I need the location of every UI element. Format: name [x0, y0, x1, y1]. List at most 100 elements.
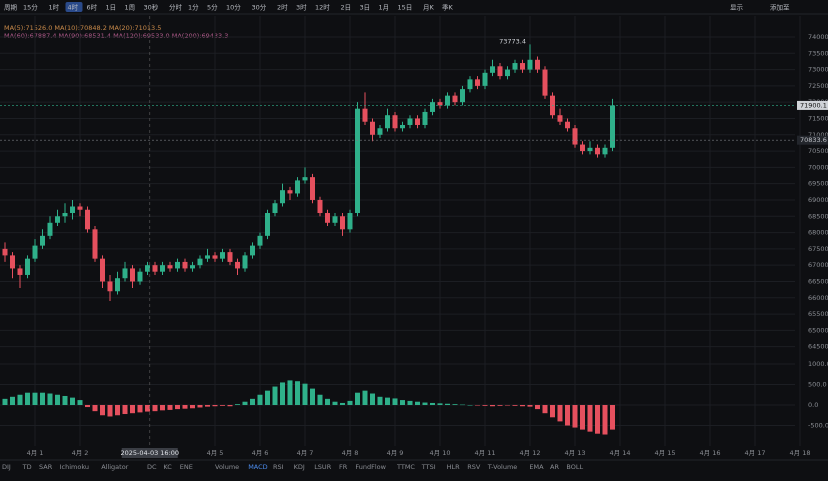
candle-body [212, 255, 218, 259]
interval-tab[interactable]: 周期 [4, 4, 18, 12]
interval-tab[interactable]: 3时 [296, 3, 307, 12]
macd-bar [520, 405, 525, 407]
interval-tab[interactable]: 1周 [125, 4, 136, 12]
indicator-tab[interactable]: KDJ [294, 463, 305, 471]
macd-bar [242, 401, 248, 405]
interval-tab[interactable]: 30分 [252, 3, 267, 12]
x-tick-label: 4月 7 [297, 449, 314, 457]
interval-tab[interactable]: 4时 [68, 3, 79, 12]
indicator-tab[interactable]: DC [147, 463, 157, 471]
indicator-tab[interactable]: TTMC [396, 463, 415, 471]
interval-tab[interactable]: 12时 [315, 3, 330, 12]
ma-legend: MA(5):71526.0 MA(10):70848.2 MA(20):7101… [4, 24, 161, 32]
interval-tab[interactable]: 1时 [49, 3, 60, 12]
y-tick-label: 66500.0 [808, 277, 828, 285]
indicator-tab[interactable]: KC [163, 463, 172, 471]
candle-body [520, 63, 525, 70]
candle-body [107, 281, 113, 292]
interval-tab[interactable]: 1月 [379, 4, 390, 12]
candle-body [602, 147, 608, 155]
candle-body [265, 213, 270, 236]
indicator-tab[interactable]: TTSI [421, 463, 436, 471]
indicator-tab[interactable]: FundFlow [355, 463, 386, 471]
macd-bar [595, 405, 600, 434]
interval-tab[interactable]: 1日 [106, 4, 117, 12]
macd-bar [272, 386, 278, 405]
interval-tab[interactable]: 分时 [169, 3, 183, 12]
macd-bar [460, 404, 465, 406]
interval-tab[interactable]: 5分 [207, 3, 218, 12]
price-tag [797, 135, 828, 145]
macd-bar [542, 405, 548, 414]
indicator-tab[interactable]: Volume [215, 463, 239, 471]
interval-tab[interactable]: 15分 [23, 3, 38, 12]
indicator-tab[interactable]: DIJ [2, 463, 11, 471]
indicator-tab[interactable]: Ichimoku [60, 463, 89, 471]
indicator-tab[interactable]: T-Volume [487, 463, 518, 471]
y-tick-label: 65500.0 [808, 310, 828, 318]
candle-body [2, 248, 8, 256]
interval-tab[interactable]: 3日 [360, 4, 371, 12]
candle-body [152, 265, 158, 272]
macd-bar [355, 392, 360, 405]
indicator-tab[interactable]: Alligator [101, 463, 128, 471]
candle-body [340, 216, 345, 230]
x-tick-label: 4月 8 [342, 449, 359, 457]
candle-body [62, 213, 68, 217]
y-tick-label: 65000.0 [808, 326, 828, 334]
interval-tab[interactable]: 1分 [188, 3, 199, 12]
candle-body [497, 66, 503, 77]
indicator-tab[interactable]: HLR [447, 463, 461, 471]
x-tick-label: 4月 12 [520, 449, 541, 457]
indicator-tab[interactable]: ENE [180, 463, 193, 471]
y-tick-label: 70500.0 [808, 147, 828, 155]
candle-body [542, 69, 548, 96]
candle-body [47, 222, 53, 236]
indicator-tab[interactable]: BOLL [566, 463, 583, 471]
macd-bar [310, 388, 315, 405]
macd-bar [227, 405, 233, 407]
candle-body [595, 147, 600, 155]
candle-body [317, 199, 323, 214]
interval-tab[interactable]: 2日 [341, 4, 352, 12]
indicator-tab[interactable]: RSV [467, 463, 481, 471]
candle-body [190, 265, 195, 269]
macd-bar [535, 405, 540, 410]
indicator-tab[interactable]: MACD [248, 463, 267, 471]
indicator-tab[interactable]: LSUR [314, 463, 332, 471]
interval-tab[interactable]: 15日 [398, 4, 413, 12]
candle-body [25, 258, 30, 275]
macd-bar [400, 400, 405, 405]
indicator-tab[interactable]: SAR [39, 463, 53, 471]
interval-tab[interactable]: 6时 [87, 3, 98, 12]
macd-bar [92, 405, 98, 412]
macd-bar [362, 390, 368, 405]
macd-bar [430, 402, 435, 405]
y-tick-label: 69000.0 [808, 196, 828, 204]
candle-body [565, 121, 570, 129]
indicator-tab[interactable]: EMA [529, 463, 544, 471]
macd-bar [287, 380, 293, 405]
candle-body [220, 252, 225, 259]
candle-body [535, 59, 540, 70]
toolbar-button[interactable]: 显示 [730, 4, 744, 12]
toolbar-button[interactable]: 添加至 [770, 3, 790, 12]
indicator-tab[interactable]: AR [550, 463, 559, 471]
macd-bar [482, 405, 488, 406]
candle-body [55, 216, 60, 223]
interval-tab[interactable]: 30秒 [144, 3, 159, 12]
interval-tab[interactable]: 2时 [277, 3, 288, 12]
crosshair-tag [121, 448, 178, 458]
candle-body [332, 216, 338, 223]
macd-bar [32, 392, 38, 405]
candle-body [587, 147, 593, 152]
x-tick-label: 4月 9 [387, 449, 404, 457]
interval-tab[interactable]: 10分 [226, 3, 241, 12]
interval-tab[interactable]: 季K [442, 3, 454, 12]
interval-tab[interactable]: 月K [423, 4, 435, 12]
macd-bar [250, 398, 255, 405]
indicator-tab[interactable]: TD [22, 463, 32, 471]
indicator-tab[interactable]: FR [339, 463, 348, 471]
indicator-tab[interactable]: RSI [273, 463, 284, 471]
candle-body [40, 235, 45, 246]
